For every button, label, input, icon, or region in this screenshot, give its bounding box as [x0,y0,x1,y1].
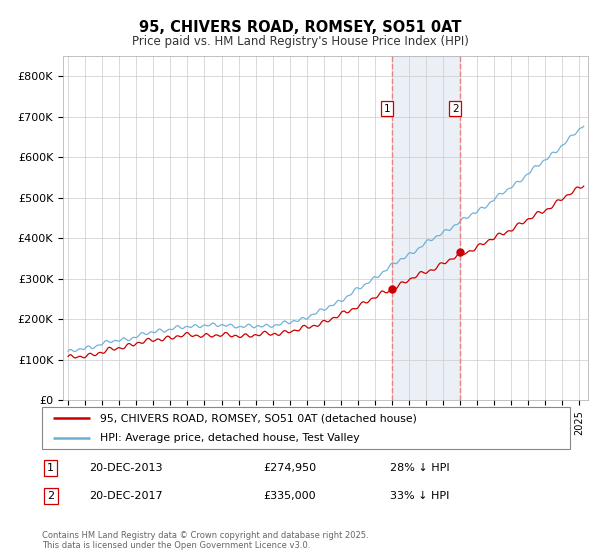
Text: 33% ↓ HPI: 33% ↓ HPI [391,491,450,501]
Text: 1: 1 [383,104,390,114]
Text: 95, CHIVERS ROAD, ROMSEY, SO51 0AT (detached house): 95, CHIVERS ROAD, ROMSEY, SO51 0AT (deta… [100,413,417,423]
Text: Contains HM Land Registry data © Crown copyright and database right 2025.
This d: Contains HM Land Registry data © Crown c… [42,531,368,550]
Text: HPI: Average price, detached house, Test Valley: HPI: Average price, detached house, Test… [100,433,360,443]
Text: 95, CHIVERS ROAD, ROMSEY, SO51 0AT: 95, CHIVERS ROAD, ROMSEY, SO51 0AT [139,20,461,35]
Text: 28% ↓ HPI: 28% ↓ HPI [391,463,450,473]
Text: 20-DEC-2013: 20-DEC-2013 [89,463,163,473]
Text: £274,950: £274,950 [264,463,317,473]
Text: £335,000: £335,000 [264,491,316,501]
Bar [392,56,460,400]
FancyBboxPatch shape [42,407,570,449]
Text: 2: 2 [47,491,55,501]
Text: 2: 2 [452,104,458,114]
Text: Price paid vs. HM Land Registry's House Price Index (HPI): Price paid vs. HM Land Registry's House … [131,35,469,48]
Text: 20-DEC-2017: 20-DEC-2017 [89,491,163,501]
Text: 1: 1 [47,463,54,473]
